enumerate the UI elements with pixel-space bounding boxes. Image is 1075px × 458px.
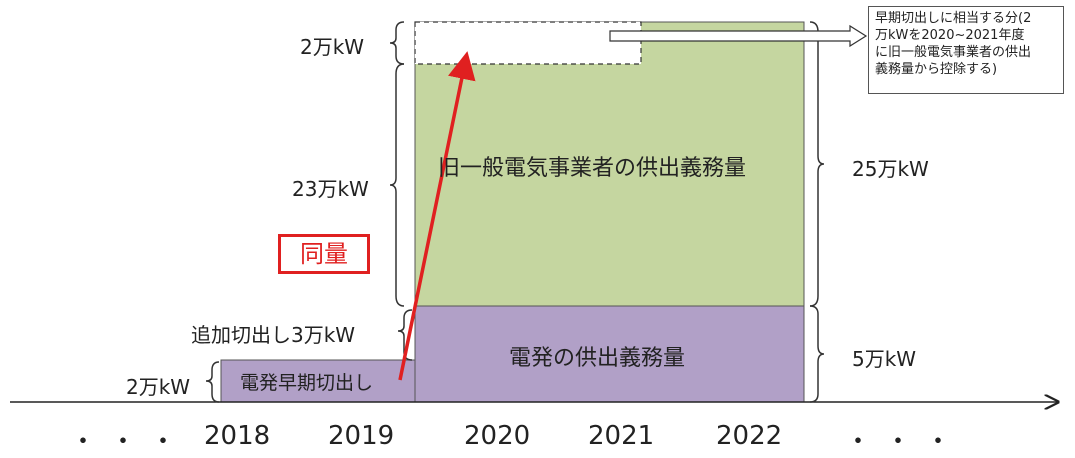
- year-2021: 2021: [588, 421, 655, 451]
- same-amount-arrow: [398, 51, 476, 381]
- axis-dots-right: ・・・: [845, 427, 966, 457]
- deduction-arrow: [609, 24, 868, 48]
- label-25man: 25万kW: [852, 157, 929, 181]
- brace-23man: [389, 63, 405, 307]
- year-2019: 2019: [328, 421, 395, 451]
- purple-block-label: 電発の供出義務量: [509, 346, 686, 371]
- dashed-deduction-region: [414, 21, 642, 65]
- year-2020: 2020: [464, 421, 531, 451]
- early-cut-label: 電発早期切出し: [240, 372, 374, 394]
- green-block-label: 旧一般電気事業者の供出義務量: [438, 156, 747, 181]
- brace-25man: [809, 21, 825, 307]
- early-cut-block: [220, 359, 416, 403]
- brace-5man: [809, 305, 825, 403]
- label-23man: 23万kW: [292, 177, 369, 201]
- year-2022: 2022: [716, 421, 783, 451]
- purple-block: [414, 305, 805, 403]
- label-2man-top: 2万kW: [300, 35, 365, 59]
- deduction-note: 早期切出しに相当する分(2 万kWを2020~2021年度 に旧一般電気事業者の…: [868, 6, 1064, 94]
- brace-2man-top: [389, 21, 405, 65]
- same-amount-badge: 同量: [278, 234, 370, 274]
- year-2018: 2018: [204, 421, 271, 451]
- green-block: [414, 21, 805, 307]
- brace-2man-bottom: [205, 361, 220, 403]
- label-2man-bottom: 2万kW: [126, 375, 191, 399]
- label-5man: 5万kW: [852, 347, 917, 371]
- label-addl-3man: 追加切出し3万kW: [191, 323, 356, 347]
- axis-dots-left: ・・・: [70, 427, 191, 457]
